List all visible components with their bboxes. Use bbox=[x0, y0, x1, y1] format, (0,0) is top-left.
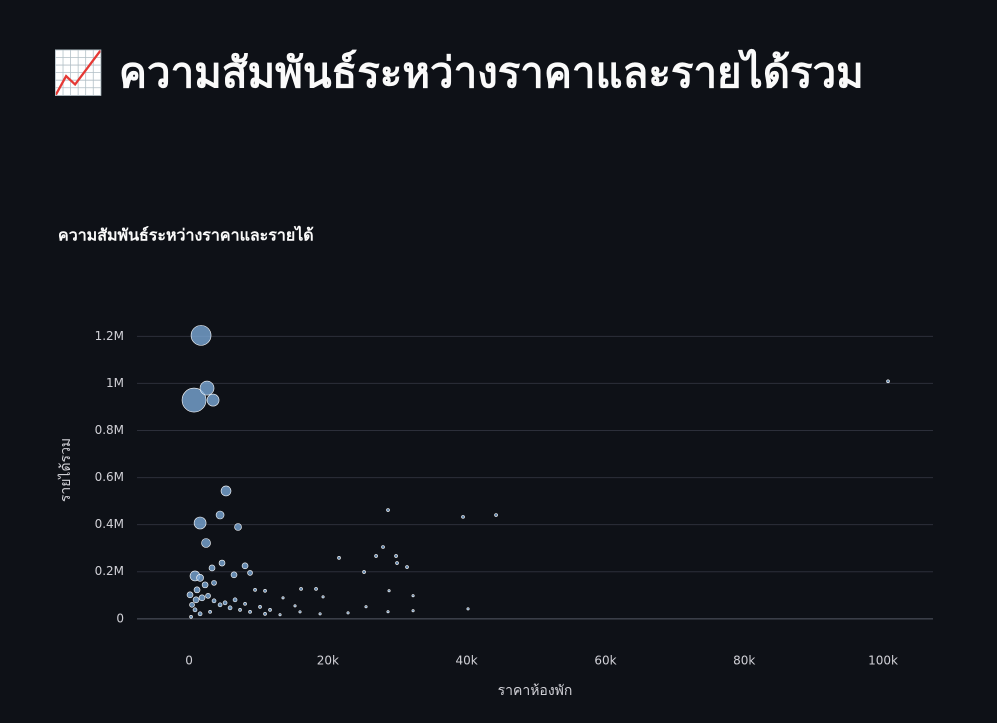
point bbox=[253, 588, 257, 592]
y-tick-label: 0.8M bbox=[95, 423, 124, 437]
y-tick-label: 0 bbox=[116, 611, 124, 625]
chart-title: ความสัมพันธ์ระหว่างราคาและรายได้ bbox=[58, 226, 314, 245]
x-tick-label: 100k bbox=[868, 654, 898, 668]
point bbox=[220, 485, 232, 497]
point bbox=[411, 609, 415, 613]
point bbox=[405, 565, 409, 569]
point bbox=[206, 393, 220, 407]
point bbox=[192, 607, 198, 613]
point bbox=[362, 570, 366, 574]
point bbox=[230, 571, 238, 579]
y-tick-label: 1.2M bbox=[95, 329, 124, 343]
point bbox=[211, 598, 217, 604]
point bbox=[387, 589, 391, 593]
point bbox=[186, 591, 194, 599]
point bbox=[189, 615, 193, 619]
point bbox=[346, 611, 350, 615]
point bbox=[281, 596, 285, 600]
point bbox=[293, 604, 297, 608]
point bbox=[337, 556, 341, 560]
y-axis-title: รายได้รวม bbox=[57, 438, 74, 502]
point bbox=[248, 610, 252, 614]
x-tick-label: 80k bbox=[733, 654, 755, 668]
point bbox=[461, 515, 465, 519]
point bbox=[196, 574, 204, 582]
point bbox=[386, 508, 390, 512]
point bbox=[232, 597, 238, 603]
point bbox=[234, 523, 242, 531]
y-tick-label: 0.4M bbox=[95, 517, 124, 531]
point bbox=[364, 605, 368, 609]
point bbox=[199, 380, 215, 396]
x-tick-label: 40k bbox=[456, 654, 478, 668]
y-tick-label: 0.6M bbox=[95, 470, 124, 484]
point bbox=[318, 612, 322, 616]
y-tick-label: 0.2M bbox=[95, 564, 124, 578]
point bbox=[218, 559, 226, 567]
point bbox=[215, 510, 225, 520]
point bbox=[189, 602, 195, 608]
x-axis-title: ราคาห้องพัก bbox=[498, 683, 573, 699]
point bbox=[886, 379, 890, 384]
point bbox=[208, 564, 216, 572]
point bbox=[192, 596, 200, 604]
point bbox=[395, 561, 399, 565]
x-tick-label: 20k bbox=[317, 654, 339, 668]
point bbox=[494, 513, 498, 517]
point bbox=[208, 610, 212, 614]
point bbox=[258, 605, 262, 609]
x-tick-label: 0 bbox=[185, 654, 193, 668]
point bbox=[394, 554, 398, 558]
point bbox=[321, 595, 325, 599]
point bbox=[198, 594, 206, 602]
page-title: 📈 ความสัมพันธ์ระหว่างราคาและรายได้รวม bbox=[52, 48, 864, 97]
point bbox=[181, 387, 207, 413]
point bbox=[268, 608, 272, 612]
point bbox=[314, 587, 318, 591]
point bbox=[411, 594, 415, 598]
point bbox=[217, 602, 223, 608]
point bbox=[381, 545, 385, 549]
point bbox=[238, 608, 242, 612]
point bbox=[211, 580, 217, 586]
point bbox=[241, 562, 249, 570]
point bbox=[386, 610, 390, 614]
point bbox=[298, 610, 302, 614]
point bbox=[263, 588, 267, 593]
point bbox=[193, 586, 201, 594]
point bbox=[466, 607, 470, 611]
point bbox=[197, 611, 203, 617]
point bbox=[227, 605, 233, 611]
point bbox=[201, 538, 211, 548]
point bbox=[374, 554, 378, 558]
point bbox=[201, 581, 209, 589]
x-tick-label: 60k bbox=[594, 654, 616, 668]
point bbox=[278, 613, 282, 617]
point bbox=[222, 600, 228, 606]
point bbox=[190, 325, 212, 346]
point bbox=[247, 570, 253, 576]
point bbox=[205, 593, 211, 599]
point bbox=[263, 612, 267, 616]
point bbox=[243, 602, 247, 606]
point bbox=[299, 587, 303, 591]
chart: ความสัมพันธ์ระหว่างราคาและรายได้ ราคาห้อ… bbox=[57, 226, 933, 699]
y-tick-label: 1M bbox=[106, 376, 124, 390]
point bbox=[193, 516, 207, 530]
